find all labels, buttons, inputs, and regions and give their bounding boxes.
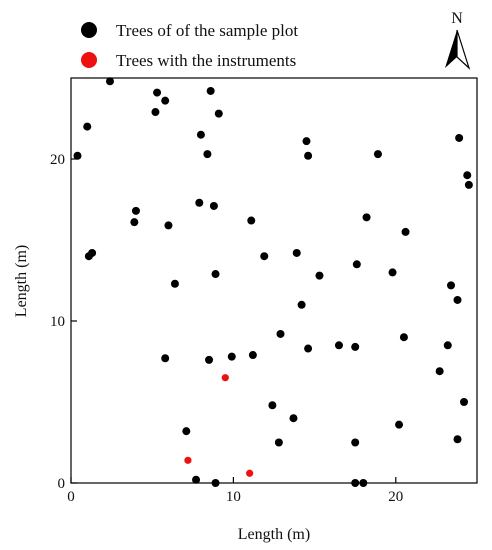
sample-tree-point	[161, 354, 170, 363]
sample-tree-point	[83, 122, 92, 131]
sample-tree-point	[362, 213, 371, 222]
north-arrow-icon: N	[445, 10, 471, 70]
sample-tree-point	[105, 77, 114, 86]
sample-tree-point	[453, 435, 462, 444]
sample-tree-point	[435, 367, 444, 376]
sample-tree-point	[130, 218, 139, 227]
sample-tree-point	[182, 427, 191, 436]
sample-tree-point	[73, 151, 82, 160]
sample-tree-point	[292, 248, 301, 257]
x-tick-label: 0	[67, 489, 75, 505]
sample-tree-point	[211, 479, 220, 487]
sample-tree-point	[268, 401, 277, 410]
sample-tree-point	[388, 268, 397, 277]
plot-frame	[70, 77, 478, 484]
sample-tree-point	[161, 96, 170, 105]
legend-marker-instrument-trees	[81, 52, 97, 68]
sample-tree-point	[192, 475, 201, 484]
sample-tree-point	[205, 355, 214, 364]
legend-marker-sample-trees	[81, 22, 97, 38]
legend-label-instrument-trees: Trees with the instruments	[116, 51, 296, 70]
sample-tree-point	[211, 270, 220, 279]
x-axis-title: Length (m)	[238, 526, 310, 543]
y-axis-title: Length (m)	[13, 245, 30, 317]
sample-tree-point	[334, 341, 343, 350]
sample-tree-point	[302, 137, 311, 146]
sample-tree-point	[170, 279, 179, 288]
x-tick-label: 20	[388, 489, 403, 505]
sample-tree-point	[315, 271, 324, 280]
sample-tree-point	[351, 438, 360, 447]
instrument-tree-point	[246, 469, 254, 477]
sample-tree-point	[247, 216, 256, 225]
sample-tree-point	[401, 227, 410, 236]
sample-tree-point	[455, 133, 464, 142]
sample-tree-point	[464, 180, 473, 189]
sample-tree-point	[151, 108, 160, 117]
sample-tree-point	[351, 479, 360, 487]
sample-tree-point	[359, 479, 368, 487]
sample-tree-point	[463, 171, 472, 180]
sample-tree-point	[460, 398, 469, 406]
sample-tree-point	[304, 151, 313, 160]
sample-tree-point	[153, 88, 162, 97]
sample-tree-point	[196, 130, 205, 139]
sample-tree-point	[443, 341, 452, 350]
sample-tree-point	[164, 221, 173, 230]
instrument-tree-point	[221, 374, 229, 382]
sample-tree-point	[453, 295, 462, 304]
x-tick-label: 10	[226, 489, 241, 505]
sample-tree-point	[351, 342, 360, 351]
sample-tree-point	[195, 198, 204, 207]
sample-tree-point	[206, 86, 215, 95]
sample-tree-point	[227, 352, 236, 361]
legend-label-sample-trees: Trees of of the sample plot	[116, 21, 298, 40]
sample-tree-point	[274, 438, 283, 447]
sample-tree-point	[352, 260, 361, 269]
north-label: N	[451, 10, 463, 27]
sample-tree-point	[276, 329, 285, 338]
sample-tree-point	[209, 201, 218, 210]
y-tick-label: 10	[50, 314, 65, 330]
data-points	[73, 77, 473, 487]
sample-tree-point	[373, 150, 382, 159]
y-tick-label: 0	[58, 476, 66, 492]
sample-tree-point	[304, 344, 313, 353]
sample-tree-point	[260, 252, 269, 261]
sample-tree-point	[203, 150, 212, 159]
instrument-tree-point	[184, 456, 192, 464]
sample-tree-point	[297, 300, 306, 309]
sample-tree-point	[395, 420, 404, 429]
sample-tree-point	[131, 206, 140, 215]
sample-tree-point	[84, 252, 93, 261]
x-axis: 0 10 20	[67, 477, 403, 505]
sample-tree-point	[214, 109, 223, 118]
y-axis: 0 10 20	[50, 152, 77, 492]
y-tick-label: 20	[50, 152, 65, 168]
sample-tree-point	[399, 333, 408, 342]
sample-tree-point	[447, 281, 456, 290]
legend: Trees of of the sample plot Trees with t…	[81, 21, 298, 70]
sample-tree-point	[289, 414, 298, 423]
sample-tree-point	[248, 351, 257, 360]
